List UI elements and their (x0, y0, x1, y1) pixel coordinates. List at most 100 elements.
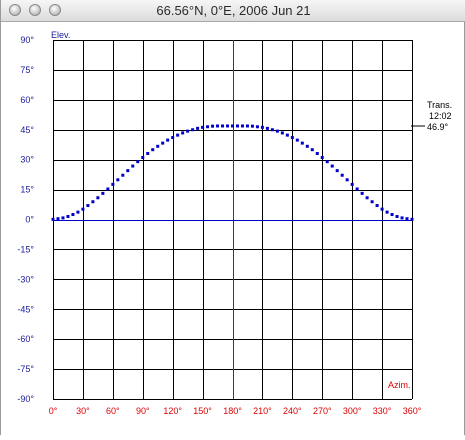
x-tick-label: 300° (343, 406, 362, 416)
data-point (91, 200, 95, 204)
data-series (51, 124, 414, 221)
data-point (71, 213, 75, 217)
x-tick-label: 360° (403, 406, 422, 416)
data-point (141, 155, 145, 159)
data-point (96, 196, 100, 200)
data-point (151, 148, 155, 152)
y-tick-labels: 90° 75° 60° 45° 30° 15° 0° -15° -30° -45° -60° -75°… (17, 35, 34, 404)
data-point (111, 182, 115, 186)
grid (53, 40, 413, 400)
data-point (400, 216, 404, 220)
y-tick-label: -30° (17, 274, 34, 284)
data-point (231, 124, 234, 128)
data-point (295, 138, 299, 142)
data-point (211, 124, 215, 128)
data-point (300, 141, 304, 145)
data-point (385, 210, 389, 214)
data-point (395, 215, 399, 219)
data-point (196, 126, 200, 130)
transit-elevation: 46.9° (427, 122, 449, 132)
data-point (166, 138, 170, 142)
data-point (101, 191, 105, 195)
y-tick-label: 30° (20, 155, 34, 165)
close-button[interactable] (9, 4, 21, 16)
y-tick-label: 45° (20, 125, 34, 135)
data-point (176, 133, 180, 137)
data-point (270, 128, 274, 132)
x-tick-label: 150° (193, 406, 212, 416)
data-point (121, 173, 125, 177)
data-point (86, 204, 90, 208)
data-point (126, 169, 130, 173)
y-tick-label: -45° (17, 304, 34, 314)
data-point (221, 124, 225, 128)
data-point (280, 131, 284, 135)
data-point (171, 136, 175, 140)
data-point (51, 217, 55, 221)
data-point (66, 215, 70, 219)
data-point (206, 125, 210, 129)
zoom-button[interactable] (49, 4, 61, 16)
y-tick-label: -60° (17, 334, 34, 344)
x-axis-label: Azim. (388, 380, 411, 390)
data-point (81, 207, 85, 211)
x-tick-label: 210° (253, 406, 272, 416)
y-tick-label: 90° (20, 35, 34, 45)
data-point (156, 144, 160, 148)
x-tick-label: 120° (163, 406, 182, 416)
data-point (345, 178, 349, 182)
data-point (265, 126, 269, 130)
y-tick-label: -90° (17, 394, 34, 404)
data-point (375, 204, 379, 208)
x-tick-label: 30° (76, 406, 90, 416)
data-point (410, 217, 414, 221)
data-point (315, 151, 319, 155)
chart-area: 90° 75° 60° 45° 30° 15° 0° -15° -30° -45° -60° -75°… (1, 22, 465, 435)
data-point (146, 151, 150, 155)
data-point (390, 213, 394, 217)
data-point (131, 164, 135, 168)
y-tick-label: 0° (25, 215, 34, 225)
data-point (335, 169, 339, 173)
x-tick-labels: 0° 30° 60° 90° 120° 150° 180° 210° 240° 270° 300° 3… (49, 406, 422, 416)
data-point (76, 210, 80, 214)
data-point (161, 141, 165, 145)
data-point (325, 160, 329, 164)
data-point (320, 155, 324, 159)
data-point (191, 128, 195, 132)
data-point (260, 125, 264, 129)
data-point (360, 191, 364, 195)
sun-elevation-chart: 90° 75° 60° 45° 30° 15° 0° -15° -30° -45° -60° -75°… (17, 30, 452, 416)
data-point (290, 136, 294, 140)
data-point (136, 160, 140, 164)
transit-annotation: Trans. 12:02 46.9° (411, 100, 452, 132)
x-tick-label: 0° (49, 406, 58, 416)
data-point (226, 124, 230, 128)
x-tick-label: 270° (313, 406, 332, 416)
x-tick-label: 330° (373, 406, 392, 416)
y-axis-label: Elev. (51, 30, 70, 40)
y-tick-label: 15° (20, 185, 34, 195)
window-titlebar: 66.56°N, 0°E, 2006 Jun 21 (1, 0, 465, 22)
data-point (365, 196, 369, 200)
data-point (201, 125, 205, 129)
x-tick-label: 60° (106, 406, 120, 416)
data-point (370, 200, 374, 204)
data-point (116, 178, 120, 182)
y-tick-label: 75° (20, 65, 34, 75)
y-tick-label: 60° (20, 95, 34, 105)
data-point (250, 124, 254, 128)
data-point (350, 182, 354, 186)
data-point (61, 216, 65, 220)
data-point (181, 131, 185, 135)
data-point (285, 133, 289, 137)
data-point (106, 187, 110, 191)
data-point (216, 124, 220, 128)
data-point (405, 217, 409, 221)
data-point (245, 124, 249, 128)
minimize-button[interactable] (29, 4, 41, 16)
data-point (310, 148, 314, 152)
data-point (255, 125, 259, 129)
transit-label: Trans. (427, 100, 452, 110)
